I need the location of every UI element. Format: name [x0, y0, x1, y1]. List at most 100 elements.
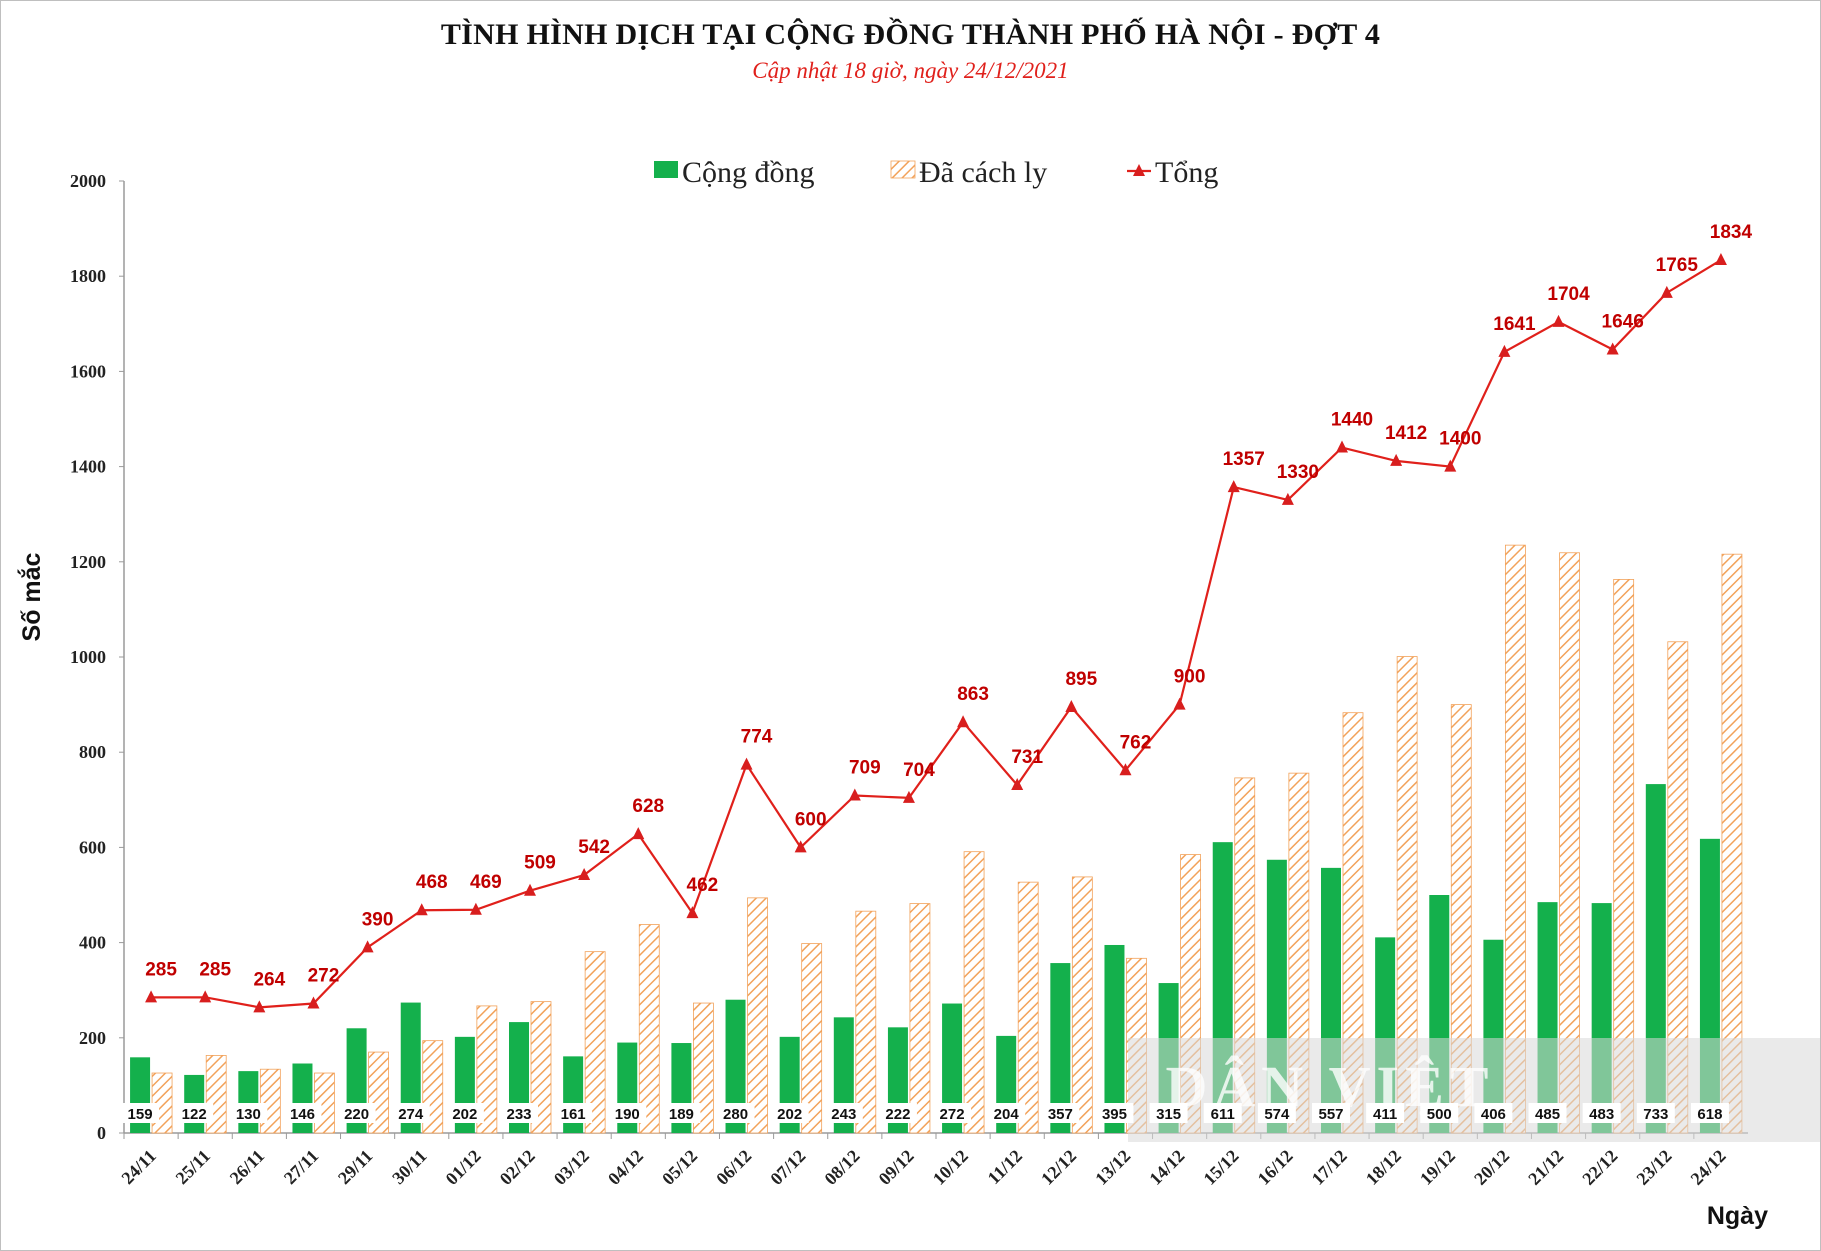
x-tick-label: 23/12: [1632, 1146, 1675, 1189]
bar-label-cong-dong: 733: [1643, 1106, 1668, 1123]
total-marker: [1336, 440, 1348, 453]
bar-label-cong-dong: 618: [1697, 1106, 1722, 1123]
x-tick-label: 15/12: [1199, 1146, 1242, 1189]
bar-label-box: [987, 1103, 1026, 1123]
bar-label-cong-dong: 411: [1373, 1106, 1397, 1123]
legend-label-da-cach-ly: Đã cách ly: [919, 156, 1047, 189]
bar-da-cach-ly: [909, 903, 931, 1134]
y-tick-label: 400: [79, 933, 106, 953]
x-tick-label: 09/12: [875, 1146, 918, 1189]
legend-label-cong-dong: Cộng đồng: [682, 156, 815, 189]
watermark-box: [1128, 1038, 1820, 1142]
bar-label-cong-dong: 222: [885, 1106, 910, 1123]
legend-marker-tong: [1133, 164, 1145, 176]
bar-label-box: [283, 1103, 322, 1123]
x-tick-label: 24/11: [117, 1146, 159, 1188]
total-label: 774: [741, 727, 773, 748]
legend-label-tong: Tổng: [1155, 156, 1218, 189]
total-label: 1765: [1656, 255, 1699, 276]
y-tick-label: 600: [79, 837, 106, 857]
x-tick-label: 21/12: [1524, 1146, 1567, 1189]
bar-label-cong-dong: 272: [940, 1106, 965, 1123]
total-marker: [307, 996, 320, 1009]
bar-label-box: [337, 1103, 376, 1123]
total-marker: [957, 715, 970, 728]
total-label: 900: [1174, 667, 1206, 688]
bar-label-box: [662, 1103, 701, 1123]
x-tick-label: 24/12: [1687, 1146, 1730, 1189]
total-marker: [524, 883, 536, 896]
total-marker: [1119, 763, 1132, 776]
bar-label-box: [770, 1103, 809, 1123]
bar-cong-dong: [238, 1071, 259, 1133]
total-label: 628: [632, 796, 664, 817]
bar-da-cach-ly: [693, 1002, 714, 1134]
bar-label-cong-dong: 189: [669, 1106, 694, 1123]
y-axis-title: Số mắc: [16, 552, 46, 641]
x-tick-label: 16/12: [1254, 1146, 1297, 1189]
x-tick-label: 08/12: [820, 1146, 863, 1189]
bar-label-cong-dong: 161: [561, 1106, 586, 1123]
total-marker: [902, 790, 915, 803]
bar-label-cong-dong: 315: [1156, 1106, 1181, 1123]
y-tick-label: 800: [79, 742, 106, 762]
x-tick-label: 13/12: [1091, 1146, 1134, 1189]
x-tick-label: 03/12: [550, 1146, 593, 1189]
bar-label-cong-dong: 611: [1211, 1106, 1235, 1123]
total-label: 731: [1011, 747, 1043, 768]
bar-label-box: [175, 1103, 214, 1123]
bar-da-cach-ly: [584, 951, 606, 1134]
total-marker: [1173, 697, 1186, 710]
x-tick-label: 22/12: [1578, 1146, 1621, 1189]
bar-label-cong-dong: 202: [452, 1106, 477, 1123]
y-tick-label: 0: [97, 1123, 106, 1143]
bar-label-box: [1203, 1103, 1242, 1123]
y-tick-label: 1400: [70, 457, 106, 477]
y-tick-label: 2000: [70, 171, 106, 191]
bar-label-cong-dong: 202: [777, 1106, 802, 1123]
bar-label-box: [824, 1103, 863, 1123]
bar-da-cach-ly: [963, 851, 985, 1134]
total-marker: [145, 990, 158, 1003]
total-marker: [415, 903, 428, 916]
bar-label-cong-dong: 243: [831, 1106, 856, 1123]
total-marker: [1714, 253, 1727, 266]
total-label: 1834: [1710, 222, 1753, 243]
total-marker: [1390, 453, 1403, 466]
bar-label-cong-dong: 204: [994, 1106, 1020, 1123]
bar-label-cong-dong: 146: [290, 1106, 315, 1123]
x-tick-label: 12/12: [1037, 1146, 1080, 1189]
bar-da-cach-ly: [801, 943, 823, 1134]
total-label: 542: [578, 837, 610, 858]
bar-label-box: [1041, 1103, 1080, 1123]
total-label: 1357: [1223, 449, 1265, 470]
y-tick-label: 1800: [70, 266, 106, 286]
x-tick-label: 26/11: [226, 1146, 268, 1188]
total-line: [145, 253, 1727, 1013]
total-label: 509: [524, 853, 556, 874]
bar-da-cach-ly: [855, 910, 877, 1134]
total-marker: [848, 788, 861, 801]
bar-da-cach-ly: [259, 1068, 281, 1134]
bar-label-box: [391, 1103, 430, 1123]
x-tick-label: 04/12: [604, 1146, 647, 1189]
total-marker: [1444, 459, 1457, 472]
x-tick-label: 25/11: [172, 1146, 214, 1188]
bar-label-box: [1528, 1103, 1567, 1123]
bar-label-box: [1582, 1103, 1621, 1123]
total-label: 1330: [1277, 462, 1319, 483]
total-label: 863: [957, 684, 989, 705]
x-tick-label: 01/12: [442, 1146, 485, 1189]
bar-label-box: [716, 1103, 755, 1123]
x-tick-label: 29/11: [334, 1146, 376, 1188]
total-label: 1641: [1493, 314, 1536, 335]
total-marker: [253, 1000, 266, 1013]
x-tick-label: 27/11: [280, 1146, 322, 1188]
total-label: 895: [1065, 669, 1097, 690]
legend-swatch-cong-dong: [654, 161, 678, 178]
bar-cong-dong: [1050, 963, 1071, 1133]
legend: Cộng đồng Đã cách ly Tổng: [654, 156, 1218, 189]
bar-label-box: [1474, 1103, 1513, 1123]
total-label: 285: [199, 959, 231, 980]
